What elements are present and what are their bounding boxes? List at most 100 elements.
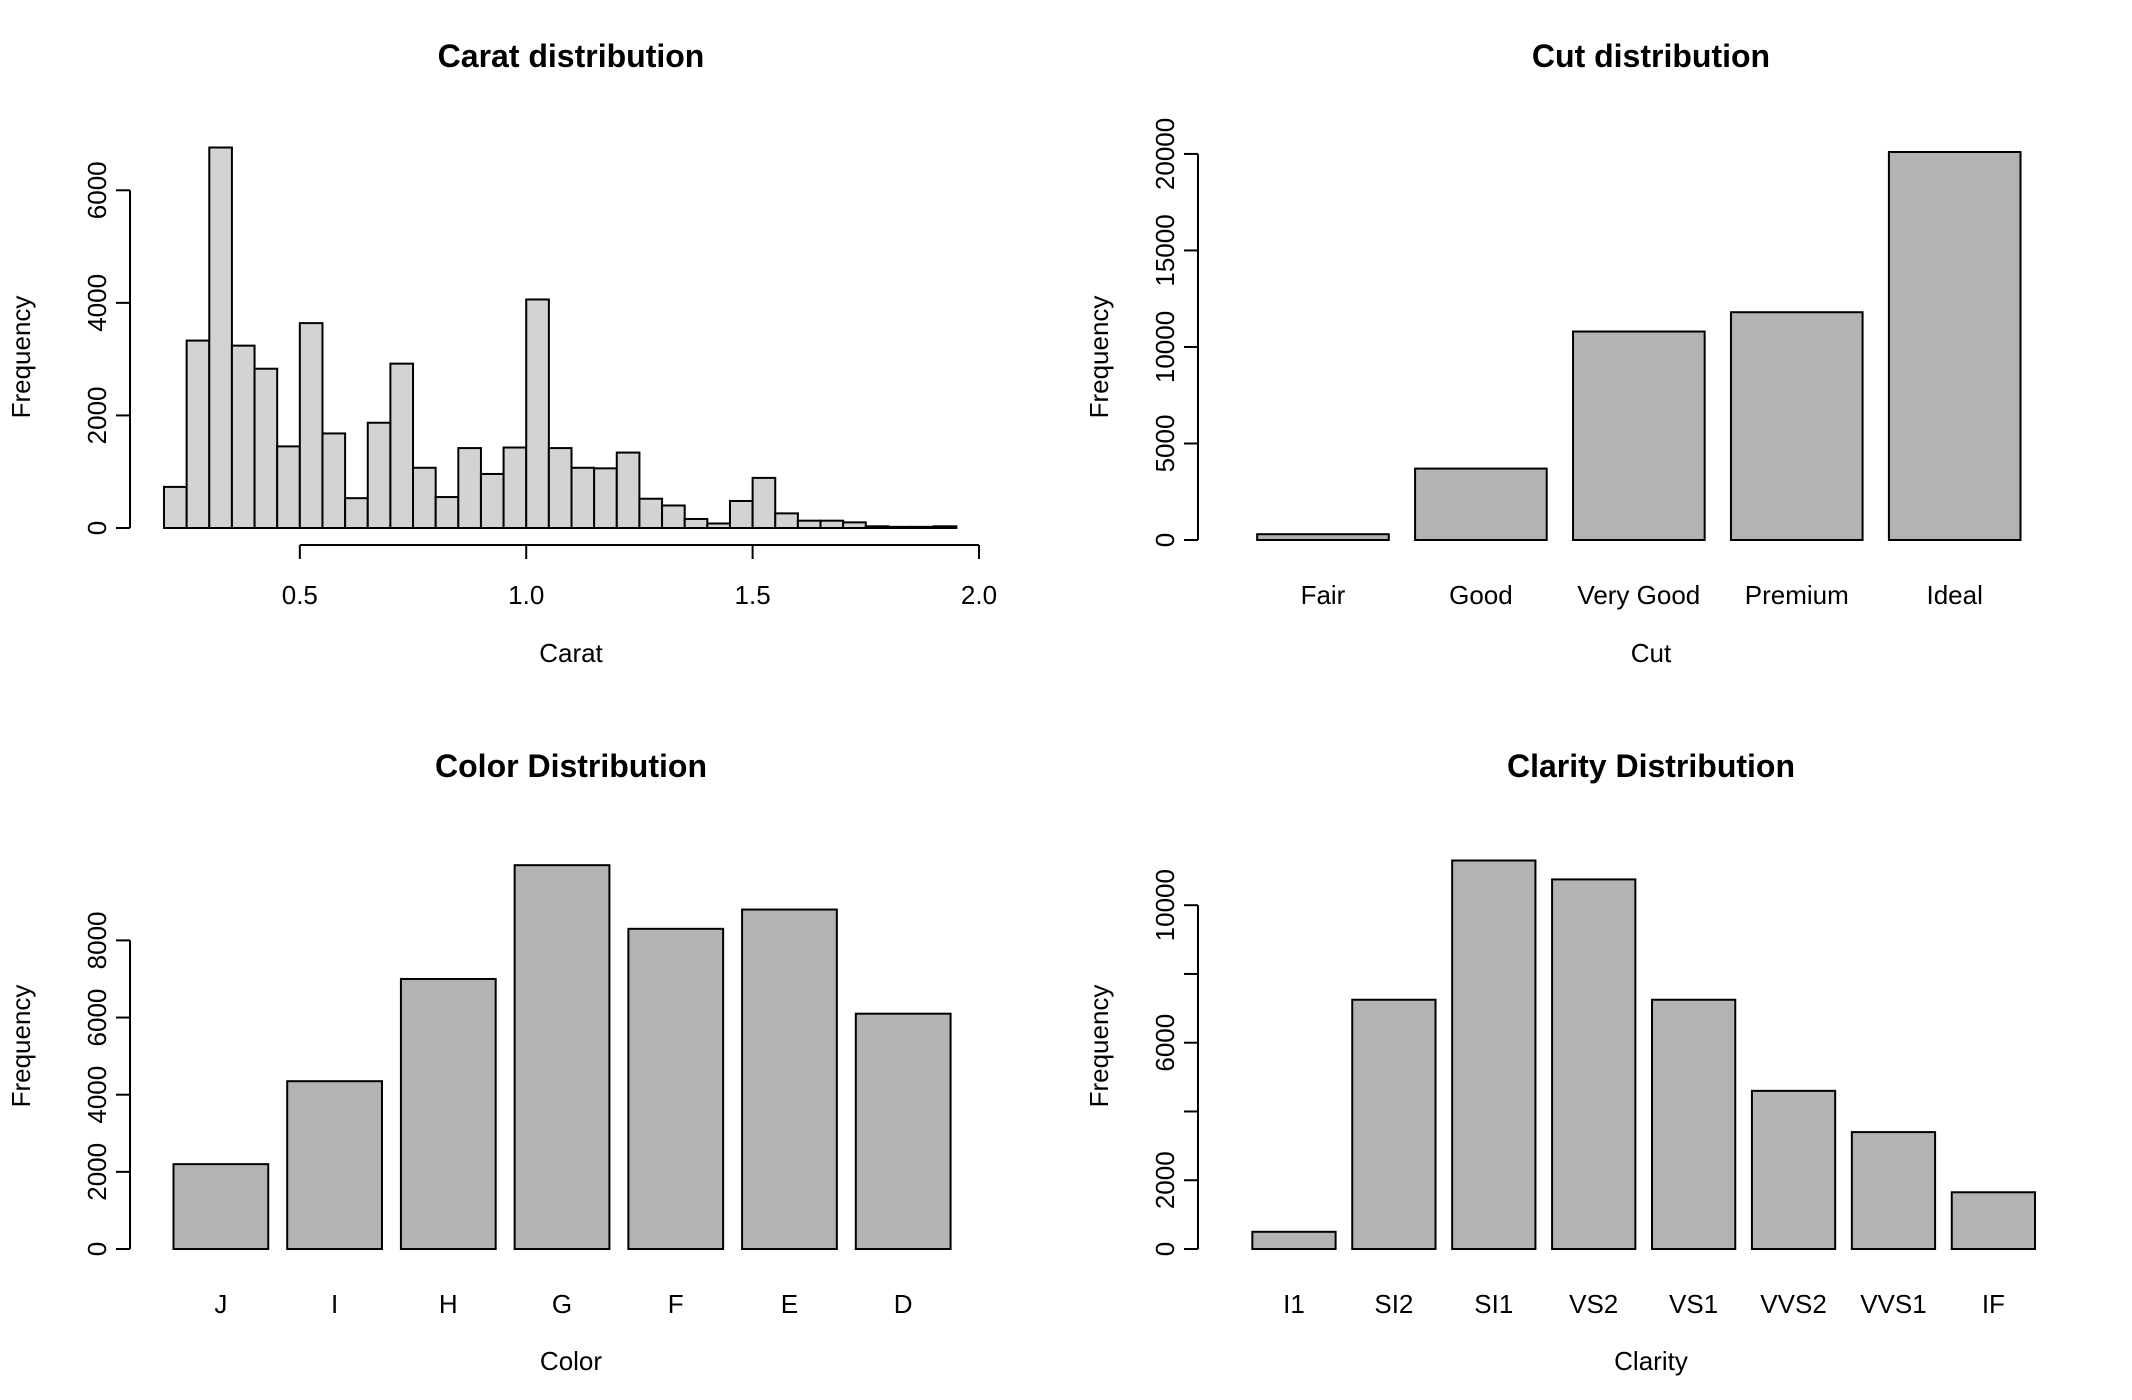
chart-title: Cut distribution	[1532, 38, 1770, 74]
histogram-bar	[683, 517, 709, 529]
x-tick-label: 0.5	[282, 580, 318, 610]
histogram-bar	[910, 525, 935, 529]
histogram-bar	[276, 445, 301, 529]
histogram-bar	[321, 432, 347, 529]
histogram-bar	[728, 499, 754, 529]
bar	[172, 1163, 270, 1251]
histogram-bar	[932, 525, 958, 529]
histogram-bar	[615, 451, 641, 530]
bars	[1251, 859, 2037, 1251]
x-category-label: Fair	[1301, 580, 1346, 610]
x-category-label: SI2	[1374, 1289, 1413, 1319]
bar	[1887, 151, 2022, 541]
x-tick-label: 1.0	[508, 580, 544, 610]
x-category-label: Ideal	[1927, 580, 1983, 610]
bar	[513, 864, 611, 1251]
bar	[1256, 533, 1390, 542]
x-category-label: H	[439, 1289, 458, 1319]
y-axis-title: Frequency	[1084, 296, 1114, 419]
histogram-bar	[525, 298, 550, 530]
x-category-label: IF	[1982, 1289, 2005, 1319]
histogram-bar	[706, 522, 731, 529]
bar	[1251, 1230, 1337, 1251]
histogram-bar	[593, 467, 618, 529]
chart-title: Clarity Distribution	[1507, 748, 1795, 784]
histogram-bar	[230, 344, 256, 529]
bar	[1551, 878, 1637, 1250]
bar	[1950, 1191, 2037, 1250]
histogram-bar	[389, 362, 415, 529]
bar	[854, 1012, 952, 1251]
carat-histogram-panel: Carat distribution Carat Frequency 0.5 1.…	[6, 38, 997, 668]
histogram-bar	[412, 466, 437, 530]
y-tick-label: 20000	[1150, 118, 1180, 190]
y-tick-label: 6000	[1150, 1014, 1180, 1072]
bar	[1850, 1131, 1937, 1250]
histogram-bar	[864, 525, 890, 529]
y-tick-label: 4000	[82, 274, 112, 332]
histogram-bar	[751, 476, 777, 529]
x-category-label: VVS2	[1760, 1289, 1827, 1319]
x-category-label: D	[894, 1289, 913, 1319]
histogram-bar	[661, 504, 686, 530]
y-tick-label: 4000	[82, 1066, 112, 1124]
x-category-label: VS1	[1669, 1289, 1718, 1319]
y-tick-label: 0	[1150, 1242, 1180, 1256]
color-bar-panel: Color Distribution Color Frequency J I H G F…	[6, 748, 952, 1376]
histogram-bar	[366, 421, 392, 530]
y-tick-label: 0	[82, 1242, 112, 1256]
y-tick-label: 10000	[1150, 869, 1180, 941]
y-axis-title: Frequency	[6, 296, 36, 419]
bar	[1414, 467, 1548, 542]
histogram-bar	[344, 497, 369, 530]
histogram-bar	[570, 466, 596, 530]
x-category-label: Good	[1449, 580, 1513, 610]
axes: I1 SI2 SI1 VS2 VS1 VVS2 VVS1 IF 0 2000 6000 10000	[1150, 869, 2005, 1319]
histogram-bar	[502, 446, 528, 529]
y-tick-label: 0	[82, 521, 112, 535]
histogram-bar	[253, 367, 279, 529]
histogram-bar	[842, 521, 867, 529]
bar	[1351, 998, 1437, 1250]
y-tick-label: 10000	[1150, 311, 1180, 383]
y-tick-label: 8000	[82, 911, 112, 969]
axes: Fair Good Very Good Premium Ideal 0 5000 10000 1…	[1150, 118, 1983, 610]
x-category-label: G	[552, 1289, 572, 1319]
histogram-bar	[638, 497, 664, 529]
bar	[1750, 1089, 1837, 1250]
clarity-bar-panel: Clarity Distribution Clarity Frequency I…	[1084, 748, 2037, 1376]
y-tick-label: 2000	[82, 1143, 112, 1201]
y-tick-label: 0	[1150, 533, 1180, 547]
x-axis-title: Clarity	[1614, 1346, 1688, 1376]
bar	[741, 908, 838, 1251]
histogram-bar	[457, 447, 482, 529]
x-category-label: Very Good	[1577, 580, 1700, 610]
x-tick-label: 2.0	[961, 580, 997, 610]
x-category-label: J	[214, 1289, 227, 1319]
bar	[627, 927, 725, 1250]
cut-bar-panel: Cut distribution Cut Frequency Fair Good V…	[1084, 38, 2022, 668]
chart-title: Color Distribution	[435, 748, 707, 784]
bar	[399, 977, 497, 1250]
y-tick-label: 2000	[1150, 1151, 1180, 1209]
histogram-bar	[547, 447, 573, 529]
y-axis-title: Frequency	[1084, 985, 1114, 1108]
histogram-bar	[298, 322, 324, 529]
bar	[286, 1080, 383, 1250]
histogram-bar	[819, 519, 845, 530]
histogram-bar	[434, 496, 460, 529]
histogram-bar	[185, 339, 211, 529]
x-category-label: I	[331, 1289, 338, 1319]
x-category-label: Premium	[1745, 580, 1849, 610]
bar	[1572, 330, 1706, 541]
x-axis-title: Carat	[539, 638, 603, 668]
y-tick-label: 5000	[1150, 415, 1180, 473]
x-category-label: VVS1	[1860, 1289, 1927, 1319]
x-category-label: VS2	[1569, 1289, 1618, 1319]
chart-title: Carat distribution	[438, 38, 705, 74]
y-tick-label: 15000	[1150, 214, 1180, 286]
bar	[1729, 311, 1864, 541]
x-category-label: F	[668, 1289, 684, 1319]
x-axis-title: Color	[540, 1346, 602, 1376]
histogram-bar	[163, 485, 188, 530]
